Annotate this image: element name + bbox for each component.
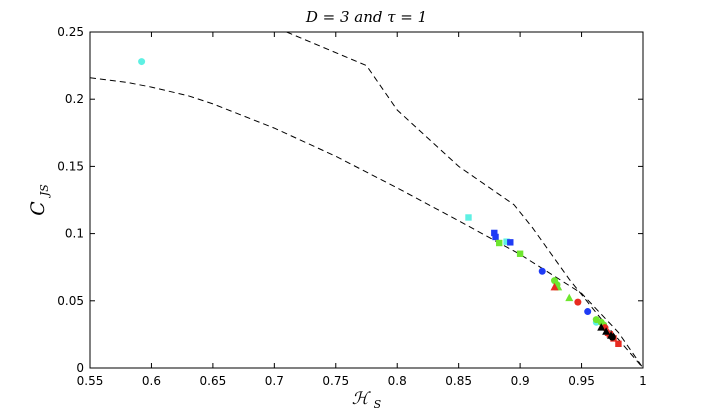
data-point-circle: [574, 298, 582, 306]
y-axis-label: C JS: [27, 184, 51, 216]
boundary-curve-lower: [89, 77, 644, 369]
y-axis-label-sub: JS: [38, 184, 51, 198]
data-point-triangle: [565, 293, 574, 302]
data-point-square: [507, 239, 514, 246]
data-point-square: [516, 250, 524, 257]
data-point-triangle: [602, 327, 611, 335]
chart-title: D = 3 and τ = 1: [305, 8, 427, 26]
data-point-square: [615, 340, 622, 348]
x-axis-label-main: ℋ: [352, 389, 372, 409]
y-axis-label-main: C: [27, 201, 49, 216]
y-tick-label: 0.2: [65, 92, 84, 106]
y-tick-label: 0.1: [65, 227, 84, 241]
data-point-square: [492, 233, 499, 241]
x-axis-label: ℋ S: [352, 389, 382, 411]
data-point-square: [465, 214, 472, 221]
data-point-triangle: [550, 282, 559, 291]
data-point-circle: [608, 333, 616, 341]
data-point-circle: [138, 58, 146, 66]
x-axis-label-sub: S: [374, 398, 382, 411]
y-tick-label: 0.25: [57, 25, 84, 39]
y-axis-ticks: 0 0.05 0.1 0.15 0.2 0.25: [57, 25, 643, 375]
x-tick-label: 0.6: [142, 374, 161, 388]
x-tick-label: 0.85: [445, 374, 472, 388]
x-tick-label: 0.8: [388, 374, 407, 388]
y-tick-label: 0.05: [57, 294, 84, 308]
x-tick-label: 0.65: [200, 374, 227, 388]
data-point-square: [491, 229, 498, 237]
x-tick-label: 0.9: [511, 374, 530, 388]
data-point-circle: [584, 308, 592, 316]
data-point-circle: [538, 267, 546, 275]
x-tick-label: 0.95: [568, 374, 595, 388]
x-tick-label: 0.55: [77, 374, 104, 388]
data-points: [138, 58, 622, 348]
plot-area: [89, 31, 644, 369]
x-axis-ticks: 0.55 0.6 0.65 0.7 0.75 0.8 0.85 0.9 0.95 1: [77, 32, 647, 388]
x-tick-label: 0.7: [265, 374, 284, 388]
x-tick-label: 0.75: [322, 374, 349, 388]
x-tick-label: 1: [639, 374, 647, 388]
y-tick-label: 0: [76, 361, 84, 375]
data-point-triangle: [597, 323, 606, 331]
boundary-curve-upper: [286, 31, 644, 369]
data-point-square: [496, 239, 503, 247]
boundary-curves: [89, 31, 644, 369]
data-point-square: [503, 238, 510, 245]
y-tick-label: 0.15: [57, 159, 84, 173]
